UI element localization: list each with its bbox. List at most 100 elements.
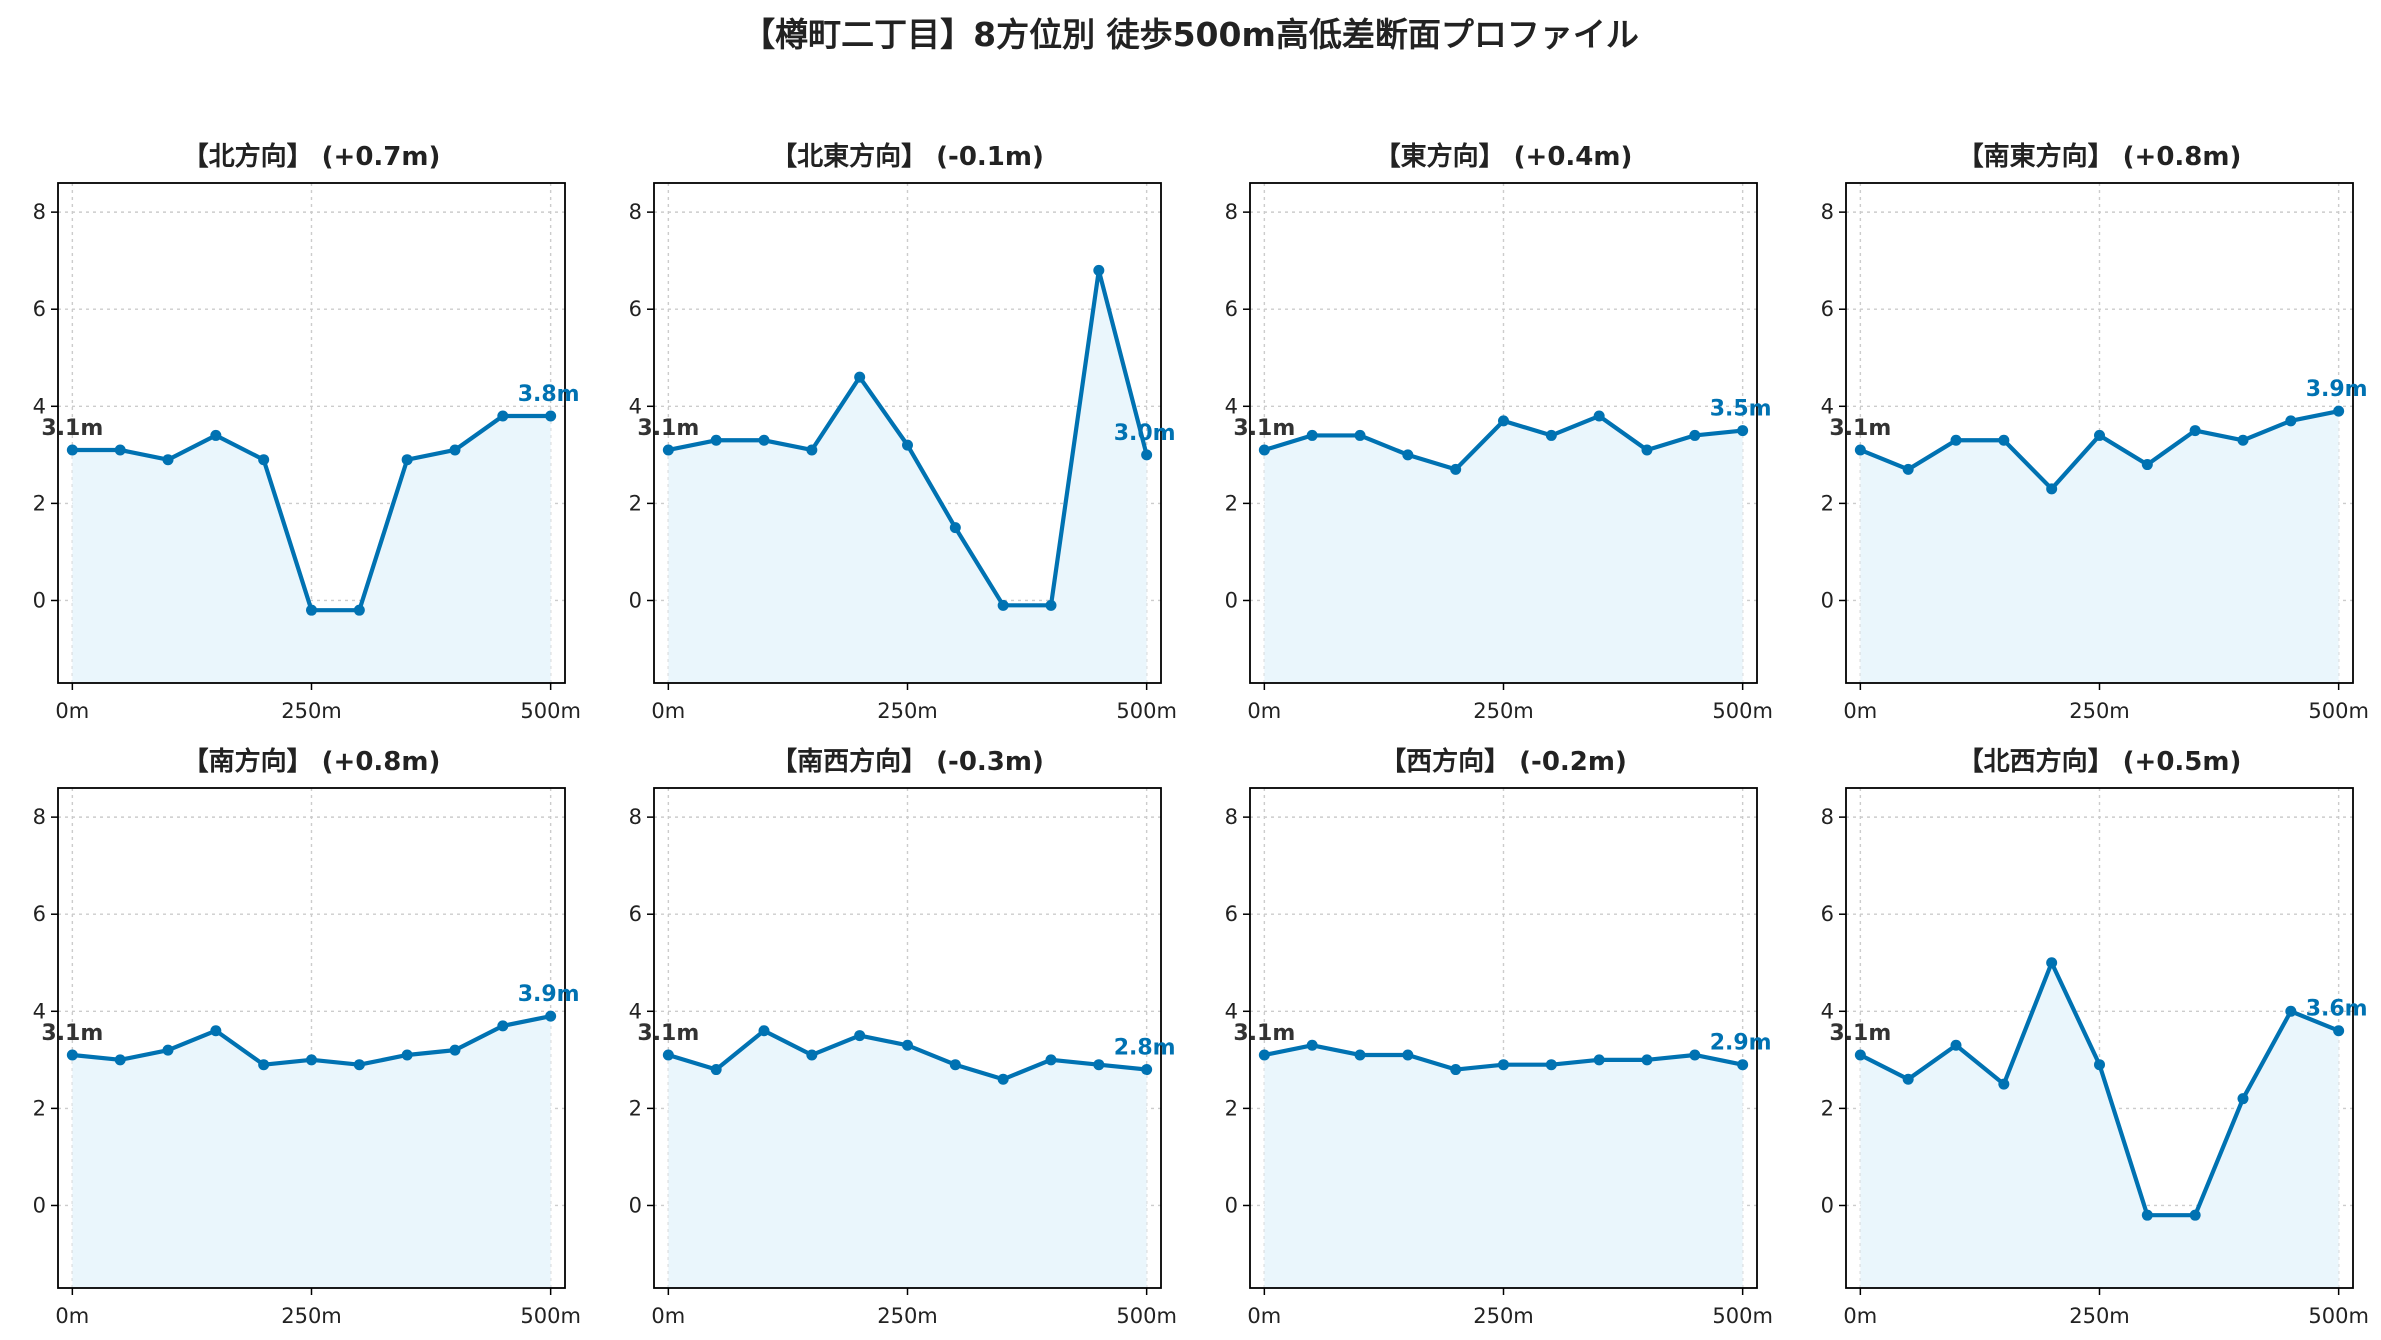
panel-5: 【南方向】 (+0.8m) 0 2 4 6 8 0m 250m 500m 3.1m 3.9m — [33, 746, 581, 1328]
data-point — [949, 522, 961, 534]
data-point — [758, 434, 770, 446]
data-point — [258, 454, 270, 466]
profile-fill — [1264, 416, 1743, 683]
y-tick-label: 6 — [33, 297, 46, 321]
data-point — [2333, 1025, 2345, 1037]
panel-7: 【西方向】 (-0.2m) 0 2 4 6 8 0m 250m 500m 3.1m 2.9m — [1225, 746, 1773, 1328]
start-value-label: 3.1m — [637, 1021, 699, 1046]
start-value-label: 3.1m — [1829, 416, 1891, 441]
y-tick-label: 4 — [33, 394, 46, 418]
y-tick-label: 8 — [33, 805, 46, 829]
data-point — [997, 1073, 1009, 1085]
profile-fill — [72, 416, 551, 683]
data-point — [2189, 1209, 2201, 1221]
x-tick-label: 250m — [877, 1304, 938, 1328]
data-point — [66, 444, 78, 456]
data-point — [1950, 434, 1962, 446]
start-value-label: 3.1m — [41, 1021, 103, 1046]
data-point — [2333, 405, 2345, 417]
y-tick-label: 8 — [1821, 805, 1834, 829]
y-tick-label: 0 — [629, 588, 642, 612]
data-point — [449, 444, 461, 456]
y-tick-label: 6 — [1821, 902, 1834, 926]
data-point — [1141, 449, 1153, 461]
start-value-label: 3.1m — [1829, 1021, 1891, 1046]
data-point — [1641, 1054, 1653, 1066]
y-tick-label: 0 — [629, 1193, 642, 1217]
panel-title: 【南西方向】 (-0.3m) — [771, 746, 1044, 777]
data-point — [66, 1049, 78, 1061]
data-point — [902, 1039, 913, 1051]
data-point — [1641, 444, 1653, 456]
data-point — [1737, 425, 1749, 437]
data-point — [1854, 1049, 1866, 1061]
data-point — [854, 371, 866, 383]
x-tick-label: 500m — [2308, 1304, 2369, 1328]
data-point — [1689, 429, 1701, 441]
data-point — [353, 1059, 365, 1071]
data-point — [1545, 429, 1557, 441]
data-point — [1402, 1049, 1414, 1061]
end-value-label: 3.8m — [518, 382, 580, 407]
x-tick-label: 0m — [651, 1304, 685, 1328]
data-point — [1902, 463, 1914, 475]
data-point — [1450, 1064, 1462, 1076]
y-tick-label: 2 — [629, 491, 642, 515]
data-point — [902, 439, 913, 451]
data-point — [2237, 1093, 2249, 1105]
panel-2: 【北東方向】 (-0.1m) 0 2 4 6 8 0m 250m 500m 3.1m 3.0m — [629, 141, 1177, 723]
data-point — [2046, 483, 2058, 495]
y-tick-label: 8 — [629, 805, 642, 829]
y-tick-label: 0 — [33, 1193, 46, 1217]
data-point — [806, 444, 818, 456]
data-point — [1593, 410, 1605, 422]
x-tick-label: 0m — [1843, 699, 1877, 723]
y-tick-label: 6 — [1225, 902, 1238, 926]
y-tick-label: 8 — [1225, 805, 1238, 829]
x-tick-label: 250m — [877, 699, 938, 723]
data-point — [258, 1059, 270, 1071]
panel-3: 【東方向】 (+0.4m) 0 2 4 6 8 0m 250m 500m 3.1m 3.5m — [1225, 141, 1773, 723]
figure-title: 【樽町二丁目】8方位別 徒歩500m高低差断面プロファイル — [742, 15, 1639, 54]
data-point — [1998, 1078, 2010, 1090]
panel-8: 【北西方向】 (+0.5m) 0 2 4 6 8 0m 250m 500m 3.1m 3.6m — [1821, 746, 2369, 1328]
y-tick-label: 6 — [33, 902, 46, 926]
data-point — [497, 410, 509, 422]
data-point — [1093, 1059, 1105, 1071]
data-point — [401, 1049, 413, 1061]
data-point — [1306, 429, 1318, 441]
data-point — [710, 1064, 722, 1076]
y-tick-label: 0 — [1225, 1193, 1238, 1217]
data-point — [401, 454, 413, 466]
x-tick-label: 500m — [1712, 1304, 1773, 1328]
data-point — [1593, 1054, 1605, 1066]
y-tick-label: 0 — [1821, 1193, 1834, 1217]
data-point — [1689, 1049, 1701, 1061]
data-point — [1045, 1054, 1057, 1066]
data-point — [2141, 1209, 2153, 1221]
x-tick-label: 250m — [2069, 1304, 2130, 1328]
panel-title: 【北東方向】 (-0.1m) — [771, 141, 1044, 172]
y-tick-label: 4 — [1225, 394, 1238, 418]
data-point — [1093, 264, 1105, 276]
data-point — [1450, 463, 1462, 475]
data-point — [758, 1025, 770, 1037]
data-point — [210, 1025, 222, 1037]
data-point — [1902, 1073, 1914, 1085]
y-tick-label: 4 — [629, 999, 642, 1023]
data-point — [1354, 1049, 1366, 1061]
start-value-label: 3.1m — [1233, 1021, 1295, 1046]
profile-fill — [72, 1016, 551, 1288]
data-point — [1141, 1064, 1153, 1076]
y-tick-label: 8 — [629, 200, 642, 224]
data-point — [854, 1030, 866, 1042]
end-value-label: 3.9m — [2306, 377, 2368, 402]
y-tick-label: 0 — [1225, 588, 1238, 612]
end-value-label: 2.8m — [1114, 1036, 1176, 1061]
data-point — [662, 444, 674, 456]
y-tick-label: 8 — [1821, 200, 1834, 224]
x-tick-label: 500m — [1116, 699, 1177, 723]
data-point — [1258, 444, 1270, 456]
start-value-label: 3.1m — [637, 416, 699, 441]
y-tick-label: 0 — [1821, 588, 1834, 612]
